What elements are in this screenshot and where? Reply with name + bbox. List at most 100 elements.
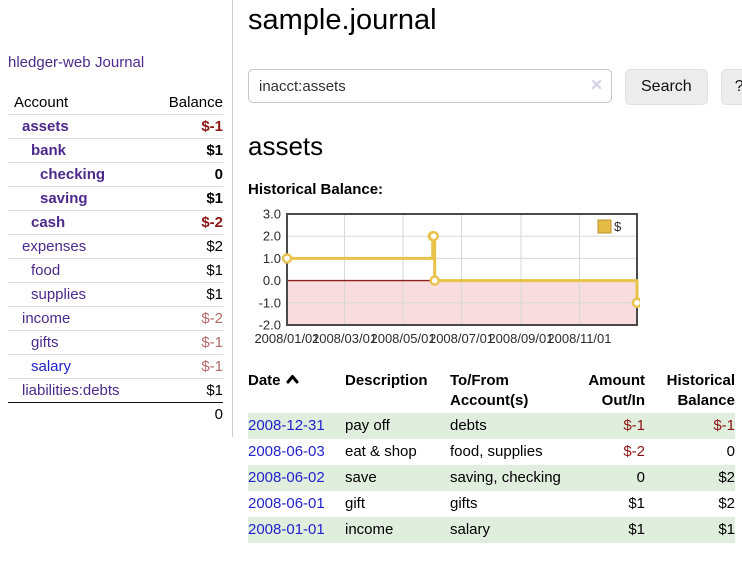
search-button[interactable]: Search (625, 69, 708, 105)
page: hledger-web Journal Account Balance asse… (0, 0, 742, 582)
register-row: 2008-06-02 save saving, checking 0 $2 (248, 465, 735, 491)
svg-text:2008/09/01: 2008/09/01 (488, 331, 553, 346)
brand: hledger-web (8, 54, 91, 71)
svg-text:-1.0: -1.0 (259, 296, 281, 311)
account-balance: $-2 (153, 307, 223, 331)
txn-description: save (345, 465, 450, 491)
svg-text:2008/11/01: 2008/11/01 (547, 331, 611, 346)
account-balance: $1 (153, 283, 223, 307)
account-row: cash $-2 (8, 211, 223, 235)
account-balance: $1 (153, 259, 223, 283)
help-button[interactable]: ? (721, 69, 742, 105)
register-header-date[interactable]: Date (248, 369, 345, 413)
txn-amount: 0 (568, 465, 645, 491)
txn-accounts: debts (450, 413, 568, 439)
account-balance: $1 (153, 187, 223, 211)
register-header-accounts: To/From Account(s) (450, 369, 568, 413)
register-header-row: Date Description To/From Account(s) Amou… (248, 369, 735, 413)
register-row: 2008-12-31 pay off debts $-1 $-1 (248, 413, 735, 439)
date-header-label: Date (248, 372, 281, 389)
register-row: 2008-06-03 eat & shop food, supplies $-2… (248, 439, 735, 465)
svg-text:2008/07/01: 2008/07/01 (429, 331, 494, 346)
account-row: assets $-1 (8, 115, 223, 139)
txn-balance: $2 (645, 465, 735, 491)
account-heading: assets (248, 131, 742, 162)
account-row: checking 0 (8, 163, 223, 187)
sidebar: hledger-web Journal Account Balance asse… (0, 0, 233, 437)
txn-date-link[interactable]: 2008-06-01 (248, 495, 325, 512)
txn-amount: $-2 (568, 439, 645, 465)
txn-amount: $1 (568, 491, 645, 517)
txn-amount: $1 (568, 517, 645, 543)
accounts-header-account: Account (8, 91, 153, 115)
account-row: liabilities:debts $1 (8, 379, 223, 403)
clear-search-icon[interactable]: ✕ (590, 77, 603, 95)
account-row: supplies $1 (8, 283, 223, 307)
account-balance: 0 (153, 163, 223, 187)
account-row: saving $1 (8, 187, 223, 211)
txn-balance: $1 (645, 517, 735, 543)
txn-accounts: salary (450, 517, 568, 543)
account-link-checking[interactable]: checking (40, 166, 105, 183)
txn-description: income (345, 517, 450, 543)
account-link-food[interactable]: food (31, 262, 60, 279)
account-link-bank[interactable]: bank (31, 142, 66, 159)
account-row: bank $1 (8, 139, 223, 163)
search-input[interactable] (248, 69, 612, 103)
svg-text:$: $ (614, 219, 622, 234)
page-title: sample.journal (248, 2, 742, 38)
chevron-up-icon (286, 371, 299, 391)
account-link-salary[interactable]: salary (31, 358, 71, 375)
account-balance: $-2 (153, 211, 223, 235)
account-balance: $-1 (153, 331, 223, 355)
balance-chart: 3.02.01.00.0-1.0-2.02008/01/012008/03/01… (248, 207, 640, 349)
account-balance: $-1 (153, 355, 223, 379)
account-row: expenses $2 (8, 235, 223, 259)
account-row: gifts $-1 (8, 331, 223, 355)
svg-text:2.0: 2.0 (263, 229, 281, 244)
txn-balance: $-1 (645, 413, 735, 439)
svg-text:2008/05/01: 2008/05/01 (370, 331, 435, 346)
account-balance: $1 (153, 139, 223, 163)
account-row: food $1 (8, 259, 223, 283)
search-form: ✕ Search ? (248, 69, 742, 105)
account-link-cash[interactable]: cash (31, 214, 65, 231)
txn-date-link[interactable]: 2008-01-01 (248, 521, 325, 538)
accounts-header-balance: Balance (153, 91, 223, 115)
accounts-table: Account Balance assets $-1 bank $1 check… (8, 91, 223, 426)
account-link-income[interactable]: income (22, 310, 70, 327)
svg-text:2008/01/01: 2008/01/01 (254, 331, 319, 346)
journal-nav-link[interactable]: Journal (95, 54, 144, 71)
txn-date-link[interactable]: 2008-06-03 (248, 443, 325, 460)
txn-accounts: saving, checking (450, 465, 568, 491)
txn-description: eat & shop (345, 439, 450, 465)
txn-date-link[interactable]: 2008-12-31 (248, 417, 325, 434)
txn-accounts: gifts (450, 491, 568, 517)
account-link-assets[interactable]: assets (22, 118, 69, 135)
txn-description: pay off (345, 413, 450, 439)
txn-balance: $2 (645, 491, 735, 517)
account-balance: $1 (153, 379, 223, 403)
account-link-supplies[interactable]: supplies (31, 286, 86, 303)
accounts-total-value: 0 (153, 403, 223, 427)
chart-heading: Historical Balance: (248, 181, 742, 198)
txn-balance: 0 (645, 439, 735, 465)
accounts-total-row: 0 (8, 403, 223, 427)
register-table: Date Description To/From Account(s) Amou… (248, 369, 735, 543)
txn-amount: $-1 (568, 413, 645, 439)
svg-text:1.0: 1.0 (263, 251, 281, 266)
register-header-amount: Amount Out/In (568, 369, 645, 413)
register-header-description: Description (345, 369, 450, 413)
account-link-gifts[interactable]: gifts (31, 334, 59, 351)
account-link-saving[interactable]: saving (40, 190, 88, 207)
register-header-balance: Historical Balance (645, 369, 735, 413)
accounts-header-row: Account Balance (8, 91, 223, 115)
account-balance: $2 (153, 235, 223, 259)
search-input-wrap: ✕ (248, 69, 612, 105)
brand-link[interactable]: hledger-web (8, 54, 91, 71)
account-link-expenses[interactable]: expenses (22, 238, 86, 255)
account-link-liabilities-debts[interactable]: liabilities:debts (22, 382, 120, 399)
svg-text:2008/03/01: 2008/03/01 (312, 331, 377, 346)
txn-date-link[interactable]: 2008-06-02 (248, 469, 325, 486)
svg-text:3.0: 3.0 (263, 207, 281, 222)
